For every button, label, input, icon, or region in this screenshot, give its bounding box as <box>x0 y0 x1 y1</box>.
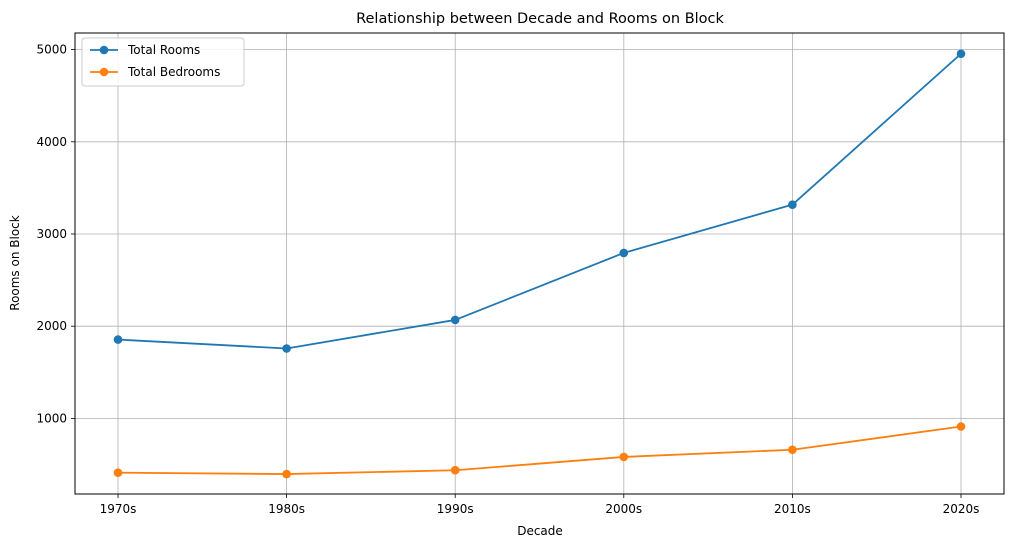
legend: Total Rooms Total Bedrooms <box>81 37 245 87</box>
data-point <box>619 452 629 462</box>
data-point <box>450 315 460 325</box>
y-tick-label: 1000 <box>36 411 67 425</box>
data-point <box>282 469 291 479</box>
legend-label: Total Rooms <box>127 43 200 57</box>
data-point <box>113 335 123 344</box>
x-tick-label: 2020s <box>943 502 980 516</box>
x-axis-ticks: 1970s 1980s 1990s 2000s 2010s 2020s <box>100 494 980 516</box>
x-tick-label: 2000s <box>605 502 642 516</box>
series-line <box>117 425 962 475</box>
x-tick-label: 2010s <box>774 502 811 516</box>
series-layer <box>113 49 966 479</box>
plot-area-frame <box>74 32 1005 495</box>
data-point <box>619 248 629 258</box>
data-point <box>956 49 966 59</box>
x-tick-label: 1970s <box>100 502 137 516</box>
y-axis-label: Rooms on Block <box>8 215 22 311</box>
data-point <box>113 468 123 478</box>
series-0 <box>113 49 966 353</box>
legend-marker <box>99 67 109 77</box>
legend-marker <box>99 45 109 55</box>
y-tick-label: 5000 <box>36 43 67 57</box>
series-line <box>117 53 962 350</box>
grid-lines <box>75 33 1004 494</box>
legend-label: Total Bedrooms <box>127 65 220 79</box>
legend-box <box>81 37 245 87</box>
y-tick-label: 4000 <box>36 135 67 149</box>
y-axis-ticks: 1000 2000 3000 4000 5000 <box>36 43 75 425</box>
data-point <box>450 465 460 475</box>
y-tick-label: 3000 <box>36 227 67 241</box>
data-point <box>788 200 797 209</box>
x-axis-label: Decade <box>517 524 563 538</box>
data-point <box>956 422 966 431</box>
y-tick-label: 2000 <box>36 319 67 333</box>
x-tick-label: 1990s <box>437 502 474 516</box>
series-1 <box>113 422 966 479</box>
data-point <box>788 445 797 455</box>
chart-title: Relationship between Decade and Rooms on… <box>356 11 724 27</box>
data-point <box>282 344 291 353</box>
x-tick-label: 1980s <box>268 502 305 516</box>
